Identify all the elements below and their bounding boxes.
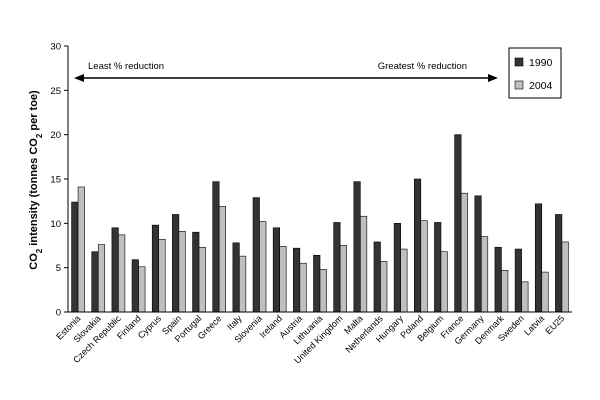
y-axis-label: CO2 intensity (tonnes CO2 per toe): [28, 90, 44, 270]
annotation-least-reduction: Least % reduction: [88, 61, 164, 72]
bar-2004-lithuania: [319, 269, 327, 313]
svg-text:CO2 intensity (tonnes CO2 per: CO2 intensity (tonnes CO2 per toe): [28, 90, 44, 270]
bar-1990-netherlands: [373, 241, 381, 313]
bar-1990-eu25: [555, 214, 563, 313]
y-tick-label: 10: [50, 219, 61, 230]
bar-1990-slovakia: [91, 251, 99, 313]
bar-1990-belgium: [434, 222, 442, 313]
legend-label-2004: 2004: [529, 80, 553, 92]
bar-2004-malta: [360, 215, 368, 313]
bar-2004-slovakia: [97, 244, 106, 313]
bar-2004-finland: [138, 266, 146, 313]
bar-2004-poland: [420, 220, 428, 313]
bar-1990-sweden: [514, 248, 522, 313]
bar-2004-estonia: [77, 186, 85, 313]
reduction-arrow: [74, 74, 498, 82]
y-tick-label: 0: [56, 308, 61, 319]
bar-2004-denmark: [501, 270, 509, 313]
y-tick-label: 30: [50, 42, 61, 53]
bar-2004-united-kingdom: [339, 245, 347, 313]
legend-swatch-1990: [514, 57, 524, 67]
bar-2004-italy: [239, 255, 247, 313]
x-tick-label: Cyprus: [136, 313, 164, 341]
legend: 1990 2004: [508, 47, 562, 99]
bar-1990-united-kingdom: [333, 222, 341, 313]
bar-2004-eu25: [561, 241, 569, 313]
bar-1990-slovenia: [252, 197, 260, 313]
bar-2004-germany: [480, 236, 489, 313]
arrow-head-left: [74, 74, 84, 82]
bar-2004-france: [460, 192, 468, 313]
bar-2004-austria: [299, 262, 307, 313]
bar-2004-cyprus: [158, 238, 166, 313]
bar-1990-malta: [353, 181, 361, 313]
bar-2004-greece: [218, 206, 226, 313]
bar-2004-latvia: [541, 271, 549, 313]
bar-1990-italy: [232, 242, 240, 313]
bar-2004-hungary: [400, 248, 408, 313]
bar-2004-netherlands: [380, 261, 388, 313]
y-tick-label: 15: [50, 175, 61, 186]
bar-2004-spain: [178, 231, 186, 313]
legend-label-1990: 1990: [529, 57, 553, 69]
bar-2004-slovenia: [259, 221, 267, 313]
y-tick-label: 25: [50, 86, 61, 97]
bar-1990-france: [454, 134, 462, 313]
legend-box: [508, 47, 562, 99]
bar-1990-hungary: [393, 223, 401, 313]
y-axis: 0 5 10 15 20 25 30: [50, 42, 69, 319]
x-tick-label: EU25: [543, 313, 566, 336]
annotation-greatest-reduction: Greatest % reduction: [378, 61, 467, 72]
bar-1990-estonia: [71, 201, 79, 313]
bar-2004-czech-republic: [118, 234, 126, 313]
bar-1990-greece: [212, 181, 220, 313]
bar-1990-finland: [131, 259, 139, 313]
arrow-head-right: [488, 74, 498, 82]
bar-1990-poland: [413, 178, 422, 313]
bar-1990-cyprus: [151, 224, 160, 313]
bar-1990-latvia: [534, 203, 543, 313]
bar-1990-denmark: [494, 246, 502, 313]
bar-1990-austria: [293, 247, 301, 313]
bar-1990-lithuania: [313, 254, 321, 313]
bar-2004-belgium: [440, 251, 448, 313]
bar-2004-portugal: [198, 246, 206, 313]
bar-2004-ireland: [279, 246, 287, 313]
bar-1990-portugal: [192, 231, 200, 313]
bars: [71, 134, 569, 313]
bar-1990-czech-republic: [111, 227, 119, 313]
y-tick-label: 20: [50, 130, 61, 141]
bar-1990-spain: [172, 214, 180, 313]
y-tick-label: 5: [56, 263, 61, 274]
x-tick-label: Latvia: [522, 313, 546, 337]
bar-2004-sweden: [521, 281, 529, 313]
bar-1990-ireland: [272, 227, 280, 313]
legend-swatch-2004: [514, 80, 524, 90]
bar-1990-germany: [474, 195, 482, 313]
